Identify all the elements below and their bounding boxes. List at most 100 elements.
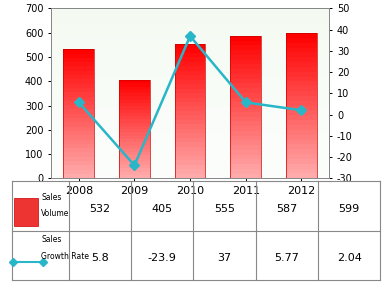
Bar — [230, 41, 261, 45]
Bar — [230, 107, 261, 112]
Bar — [286, 33, 317, 38]
Bar — [230, 169, 261, 173]
Bar — [64, 165, 94, 170]
Bar — [230, 79, 261, 83]
Text: 599: 599 — [338, 204, 360, 214]
Bar — [64, 153, 94, 157]
Bar — [175, 84, 205, 89]
Bar — [230, 112, 261, 117]
Bar — [64, 144, 94, 148]
Bar — [64, 49, 94, 178]
Bar — [286, 135, 317, 140]
Bar — [119, 87, 150, 90]
Bar — [175, 138, 205, 142]
Bar — [286, 77, 317, 82]
Bar — [64, 67, 94, 71]
Text: Sales: Sales — [41, 235, 62, 244]
Bar — [230, 36, 261, 41]
Bar — [286, 96, 317, 101]
Bar — [64, 88, 94, 92]
Bar — [119, 152, 150, 155]
Bar — [119, 80, 150, 178]
Bar — [175, 80, 205, 84]
Bar — [286, 52, 317, 57]
Text: Sales: Sales — [41, 193, 62, 202]
Bar — [230, 126, 261, 131]
Bar — [286, 43, 317, 48]
Bar — [64, 174, 94, 178]
Bar — [64, 105, 94, 110]
Bar — [230, 155, 261, 159]
Text: 587: 587 — [276, 204, 298, 214]
Bar — [175, 98, 205, 102]
Bar — [64, 170, 94, 174]
Text: 5.8: 5.8 — [91, 253, 109, 263]
Bar — [230, 60, 261, 64]
Bar — [175, 147, 205, 151]
Bar — [286, 169, 317, 173]
Bar — [230, 50, 261, 55]
Bar — [230, 93, 261, 98]
Bar — [175, 106, 205, 111]
Bar — [286, 125, 317, 130]
Bar — [64, 161, 94, 165]
Bar — [64, 79, 94, 84]
Bar — [119, 103, 150, 106]
Bar — [119, 165, 150, 168]
Bar — [230, 117, 261, 121]
Bar — [286, 164, 317, 169]
Text: 5.77: 5.77 — [274, 253, 299, 263]
Text: 2.04: 2.04 — [337, 253, 361, 263]
Bar — [175, 62, 205, 66]
Bar — [286, 38, 317, 43]
Text: -23.9: -23.9 — [148, 253, 177, 263]
Bar — [230, 36, 261, 178]
Bar — [64, 127, 94, 131]
Bar — [286, 33, 317, 178]
Bar — [119, 93, 150, 97]
Bar — [286, 67, 317, 72]
Text: 37: 37 — [218, 253, 232, 263]
Bar — [119, 110, 150, 113]
Bar — [230, 98, 261, 102]
Bar — [175, 66, 205, 70]
Bar — [286, 120, 317, 125]
Bar — [64, 53, 94, 58]
Bar — [64, 131, 94, 135]
Bar — [286, 72, 317, 77]
Bar — [175, 174, 205, 178]
Bar — [64, 75, 94, 79]
Bar — [119, 129, 150, 132]
Bar — [230, 69, 261, 74]
Bar — [64, 148, 94, 153]
Bar — [286, 130, 317, 135]
Bar — [175, 75, 205, 80]
Bar — [175, 151, 205, 156]
Bar — [175, 165, 205, 169]
Bar — [64, 58, 94, 62]
Bar — [286, 62, 317, 67]
Bar — [230, 64, 261, 69]
Bar — [175, 53, 205, 57]
Bar — [119, 106, 150, 110]
Bar — [230, 74, 261, 79]
Bar — [14, 198, 38, 226]
Bar — [175, 93, 205, 98]
Bar — [230, 131, 261, 136]
Bar — [119, 159, 150, 162]
Bar — [119, 97, 150, 100]
Bar — [175, 48, 205, 53]
Bar — [175, 133, 205, 138]
Bar — [64, 110, 94, 114]
Bar — [64, 49, 94, 53]
Bar — [119, 145, 150, 149]
Bar — [175, 111, 205, 115]
Bar — [286, 106, 317, 110]
Bar — [286, 82, 317, 86]
Bar — [230, 150, 261, 155]
Bar — [119, 80, 150, 83]
Bar — [119, 149, 150, 152]
Bar — [175, 89, 205, 93]
Bar — [175, 156, 205, 160]
Text: 532: 532 — [89, 204, 111, 214]
